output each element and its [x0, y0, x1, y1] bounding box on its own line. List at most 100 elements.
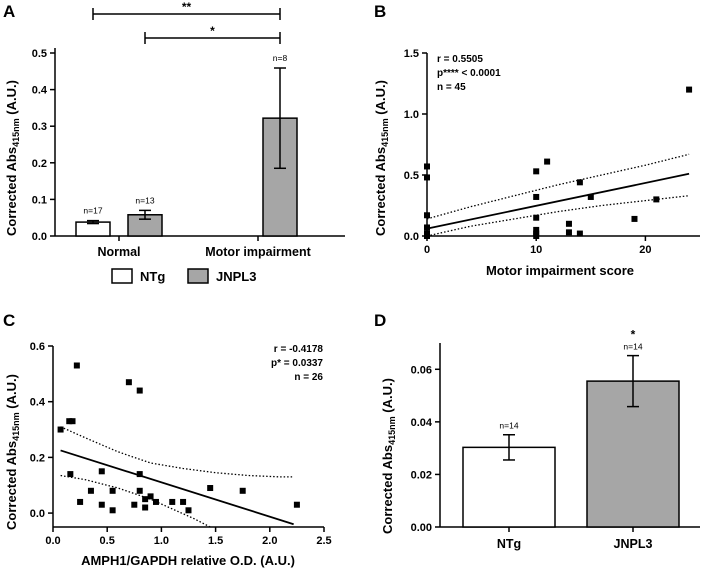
panel-b-stat: p**** < 0.0001 — [437, 68, 501, 79]
panel-b-point — [544, 158, 551, 165]
panel-c-point — [109, 507, 116, 514]
legend: NTg JNPL3 — [111, 268, 256, 284]
legend-ntg-swatch — [111, 268, 133, 284]
panel-c-ci-upper — [60, 426, 294, 478]
panel-a-category-label: Normal — [97, 245, 140, 259]
panel-c-point — [147, 493, 154, 500]
panel-c-point — [152, 498, 159, 505]
panel-c-stat: r = -0.4178 — [274, 344, 324, 355]
panel-c-stat: n = 26 — [294, 372, 323, 383]
panel-b-point — [587, 193, 594, 200]
panel-b-y-tick-label: 1.0 — [404, 109, 419, 121]
panel-a-y-tick-label: 0.1 — [32, 194, 47, 206]
panel-c-regression-line — [60, 449, 294, 526]
panel-a-n-label: n=13 — [135, 195, 154, 205]
panel-a: A 0.00.10.20.30.40.5 n=17n=13n=8 *** Nor… — [3, 0, 345, 284]
panel-b-x-tick-label: 0 — [424, 244, 430, 256]
panel-b-y-tick-label: 0.5 — [404, 170, 419, 182]
panel-c-point — [180, 498, 187, 505]
panel-b-point — [653, 196, 660, 203]
panel-b-point — [686, 86, 693, 93]
panel-c-point — [136, 387, 143, 394]
panel-c-y-tick-label: 0.2 — [30, 452, 45, 464]
panel-c-x-tick-label: 2.5 — [316, 535, 331, 547]
panel-c-point — [125, 379, 132, 386]
panel-b-x-tick-label: 20 — [639, 244, 651, 256]
panel-c-point — [66, 418, 73, 425]
panel-b-point — [631, 215, 638, 222]
legend-jnpl3-swatch — [187, 268, 209, 284]
panel-c-point — [142, 496, 149, 503]
panel-a-sig-label: * — [210, 24, 215, 38]
panel-b: B 0.0 0.5 1.0 1.5 0 10 20 r = 0.5505 p**** < 0.… — [373, 2, 700, 278]
panel-b-point — [533, 168, 540, 175]
panel-c-point — [142, 504, 149, 511]
panel-b-point — [533, 193, 540, 200]
panel-c-point — [239, 487, 246, 494]
panel-c-x-tick-label: 1.0 — [154, 535, 169, 547]
panel-a-y-tick-label: 0.5 — [32, 48, 47, 60]
panel-b-point — [424, 163, 430, 170]
panel-a-letter: A — [3, 2, 15, 21]
panel-c-x-label: AMPH1/GAPDH relative O.D. (A.U.) — [81, 553, 295, 568]
panel-b-point — [576, 179, 583, 186]
panel-a-n-label: n=8 — [273, 53, 288, 63]
panel-b-point — [424, 212, 430, 219]
panel-c-point — [169, 498, 176, 505]
panel-c-x-tick-label: 1.5 — [208, 535, 223, 547]
panel-c-point — [69, 418, 76, 425]
panel-d-category-label: NTg — [497, 537, 521, 551]
panel-b-point — [565, 229, 572, 236]
panel-c-point — [98, 468, 105, 475]
panel-b-point — [424, 174, 430, 181]
panel-b-y-tick-label: 0.0 — [404, 231, 419, 243]
panel-a-sig-label: ** — [182, 0, 192, 14]
panel-c-x-tick-label: 2.0 — [262, 535, 277, 547]
panel-c-y-label: Corrected Abs415nm (A.U.) — [4, 374, 21, 530]
panel-c-point — [207, 485, 214, 492]
panel-d-category-label: JNPL3 — [614, 537, 653, 551]
panel-b-letter: B — [374, 2, 386, 21]
panel-a-y-tick-label: 0.4 — [32, 85, 48, 97]
panel-c-y-tick-label: 0.6 — [30, 341, 45, 353]
panel-b-x-label: Motor impairment score — [486, 263, 634, 278]
panel-a-y-label: Corrected Abs415nm (A.U.) — [4, 80, 21, 236]
panel-b-point — [533, 233, 540, 239]
panel-b-ci-lower — [426, 195, 690, 237]
panel-d-n-label: n=14 — [499, 421, 518, 431]
panel-c-point — [73, 362, 80, 369]
panel-b-y-label: Corrected Abs415nm (A.U.) — [373, 80, 390, 236]
panel-d-y-label: Corrected Abs415nm (A.U.) — [380, 378, 397, 534]
panel-b-point — [576, 230, 583, 237]
panel-c-stat: p* = 0.0337 — [271, 358, 323, 369]
panel-c-letter: C — [3, 311, 15, 330]
panel-b-point — [533, 226, 540, 233]
panel-b-point — [424, 224, 430, 231]
panel-b-point — [565, 220, 572, 227]
panel-d-letter: D — [374, 311, 386, 330]
panel-b-x-tick-label: 10 — [530, 244, 542, 256]
panel-c-point — [67, 471, 74, 478]
panel-c-point — [136, 471, 143, 478]
panel-b-regression-line — [426, 172, 690, 230]
legend-jnpl3-label: JNPL3 — [216, 269, 256, 284]
panel-b-y-tick-label: 1.5 — [404, 48, 419, 60]
panel-a-n-label: n=17 — [83, 206, 102, 216]
panel-b-point — [533, 214, 540, 221]
panel-a-y-tick-label: 0.0 — [32, 231, 47, 243]
legend-ntg-label: NTg — [140, 269, 165, 284]
panel-c-x-tick-label: 0.5 — [100, 535, 115, 547]
panel-b-point — [424, 233, 430, 239]
panel-c-point — [136, 487, 143, 494]
panel-c-point — [109, 487, 116, 494]
panel-a-y-tick-label: 0.3 — [32, 121, 47, 133]
panel-d-y-tick-label: 0.02 — [411, 469, 432, 481]
panel-c: C 0.0 0.2 0.4 0.6 0.0 0.5 1.0 1.5 2.0 2.5 r = -0.… — [3, 311, 332, 568]
panel-b-stat: r = 0.5505 — [437, 54, 483, 65]
panel-c-ci-lower — [60, 474, 211, 528]
panel-c-point — [77, 498, 84, 505]
panel-d-y-tick-label: 0.06 — [411, 364, 432, 376]
panel-d-n-label: n=14 — [623, 342, 642, 352]
panel-c-point — [98, 501, 105, 508]
